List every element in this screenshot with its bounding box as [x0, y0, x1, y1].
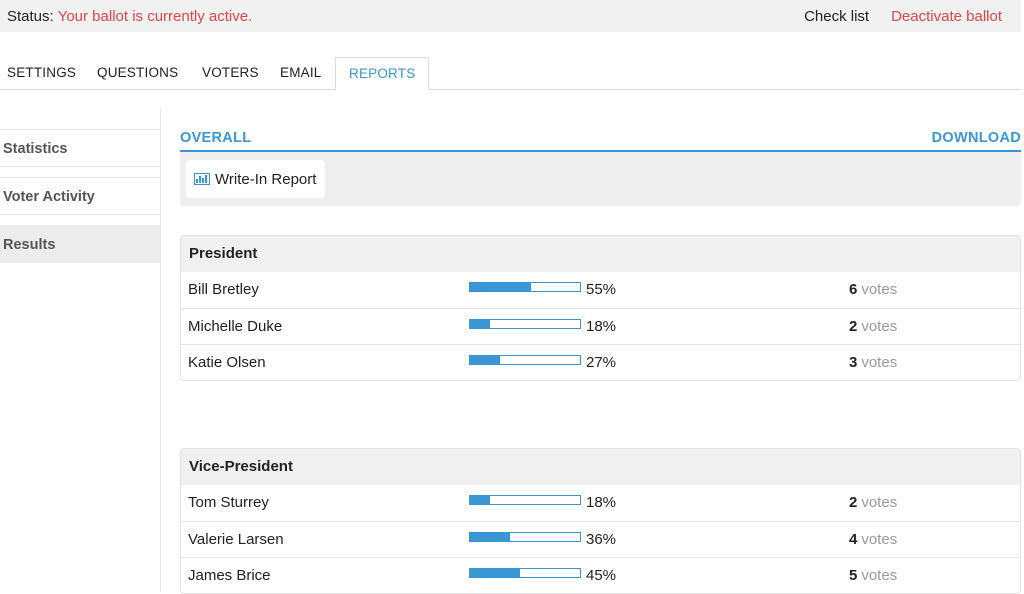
result-bar-fill: [470, 569, 520, 577]
result-row: Valerie Larsen 36% 4 votes: [181, 521, 1020, 557]
vote-count: 2 votes: [849, 485, 897, 521]
download-link[interactable]: DOWNLOAD: [931, 130, 1021, 146]
result-bar: [469, 319, 581, 329]
sidebar-item-voter-activity[interactable]: Voter Activity: [0, 177, 160, 215]
votes-label: votes: [861, 318, 898, 335]
vote-count: 5 votes: [849, 558, 898, 593]
write-in-report-label: Write-In Report: [215, 170, 317, 188]
status-text: Your ballot is currently active.: [57, 7, 253, 25]
candidate-name: James Brice: [188, 567, 271, 584]
write-in-report-button[interactable]: Write-In Report: [186, 160, 326, 198]
candidate-name: Michelle Duke: [188, 318, 283, 335]
question-title: Vice-President: [181, 449, 1020, 485]
votes-label: votes: [861, 531, 898, 548]
tab-settings[interactable]: SETTINGS: [7, 65, 77, 80]
result-percent: 18%: [586, 494, 617, 511]
question-card: Vice-President Tom Sturrey 18% 2 votes Valer…: [180, 448, 1021, 594]
result-row: Michelle Duke 18% 2 votes: [181, 308, 1020, 344]
result-bar-fill: [470, 533, 510, 541]
result-bar: [469, 568, 581, 578]
vote-number: 5: [849, 567, 858, 584]
status-label: Status:: [7, 7, 54, 25]
vote-count: 4 votes: [849, 522, 897, 558]
votes-label: votes: [861, 494, 898, 511]
vote-number: 4: [849, 531, 858, 548]
vote-count: 3 votes: [849, 345, 898, 380]
result-bar: [469, 355, 581, 365]
tab-voters[interactable]: VOTERS: [202, 65, 259, 80]
overall-tab[interactable]: OVERALL: [180, 130, 252, 146]
tab-reports[interactable]: REPORTS: [335, 57, 430, 90]
result-percent: 36%: [586, 531, 617, 548]
votes-label: votes: [861, 567, 898, 584]
result-percent: 27%: [586, 354, 617, 371]
candidate-name: Tom Sturrey: [188, 494, 269, 511]
status-actions: Check list Deactivate ballot: [804, 0, 1002, 32]
overall-header: OVERALL DOWNLOAD: [180, 130, 1021, 152]
result-percent: 55%: [586, 281, 617, 298]
result-bar-fill: [470, 356, 500, 364]
vote-count: 6 votes: [849, 272, 897, 308]
result-row: Tom Sturrey 18% 2 votes: [181, 485, 1020, 521]
result-bar: [469, 532, 581, 542]
sidebar-item-results[interactable]: Results: [0, 225, 160, 263]
result-row: Katie Olsen 27% 3 votes: [181, 344, 1020, 380]
tab-questions[interactable]: QUESTIONS: [97, 65, 179, 80]
votes-label: votes: [861, 281, 898, 298]
bar-chart-icon: [194, 173, 210, 185]
vote-number: 2: [849, 494, 858, 511]
result-bar-fill: [470, 283, 531, 291]
result-percent: 45%: [586, 567, 617, 584]
status-bar: Status: Your ballot is currently active.: [0, 0, 1021, 32]
vote-number: 3: [849, 354, 858, 371]
result-bar-fill: [470, 496, 490, 504]
vote-number: 6: [849, 281, 858, 298]
result-row: James Brice 45% 5 votes: [181, 557, 1020, 593]
candidate-name: Valerie Larsen: [188, 531, 284, 548]
writein-panel: Write-In Report: [180, 152, 1021, 206]
tab-email[interactable]: EMAIL: [280, 65, 322, 80]
result-bar: [469, 495, 581, 505]
checklist-link[interactable]: Check list: [804, 7, 870, 25]
result-bar-fill: [470, 320, 490, 328]
main-tabs: SETTINGS QUESTIONS VOTERS EMAIL REPORTS: [0, 57, 1021, 90]
votes-label: votes: [861, 354, 898, 371]
vote-number: 2: [849, 318, 858, 335]
result-bar: [469, 282, 581, 292]
reports-sidebar: Statistics Voter Activity Results: [0, 108, 161, 592]
question-card: President Bill Bretley 55% 6 votes Michelle …: [180, 235, 1021, 381]
result-percent: 18%: [586, 318, 617, 335]
result-row: Bill Bretley 55% 6 votes: [181, 272, 1020, 308]
question-title: President: [181, 236, 1020, 272]
sidebar-item-statistics[interactable]: Statistics: [0, 129, 160, 167]
deactivate-ballot-link[interactable]: Deactivate ballot: [891, 7, 1002, 25]
vote-count: 2 votes: [849, 309, 897, 345]
candidate-name: Bill Bretley: [188, 281, 259, 298]
candidate-name: Katie Olsen: [188, 354, 266, 371]
